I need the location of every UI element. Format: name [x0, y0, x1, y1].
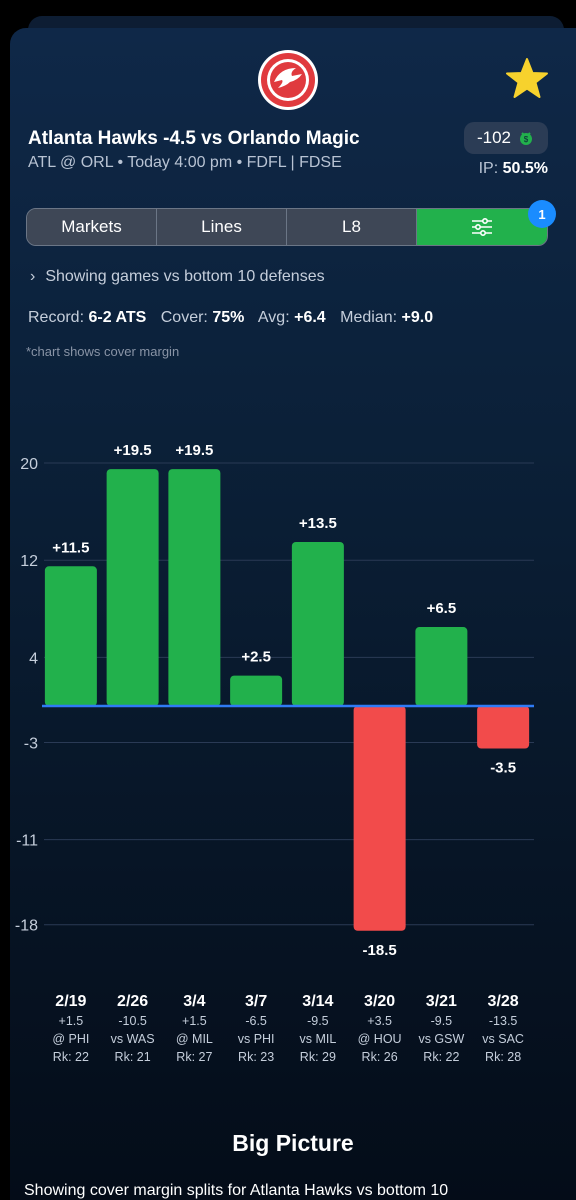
y-tick-label: 4	[29, 650, 38, 667]
favorite-star-icon[interactable]	[504, 56, 550, 102]
bar[interactable]	[168, 469, 221, 706]
x-date-label: 2/26	[117, 993, 148, 1010]
bar[interactable]	[353, 706, 406, 931]
sportsbook-icon: $	[520, 132, 533, 145]
bar-value-label: +11.5	[52, 539, 89, 556]
avg-value: +6.4	[294, 309, 326, 326]
x-date-label: 3/21	[426, 993, 457, 1010]
x-rank-label: Rk: 29	[300, 1050, 336, 1064]
x-date-label: 3/4	[183, 993, 205, 1010]
bar[interactable]	[44, 566, 97, 706]
odds-value: -102	[476, 128, 512, 147]
x-spread-label: -13.5	[489, 1014, 518, 1028]
x-rank-label: Rk: 21	[115, 1050, 151, 1064]
x-opponent-label: vs WAS	[111, 1032, 155, 1046]
filter-count-badge: 1	[528, 200, 556, 228]
tab-bar: Markets Lines L8	[26, 208, 548, 246]
x-opponent-label: vs GSW	[418, 1032, 464, 1046]
cover-value: 75%	[212, 309, 245, 326]
chart-note: *chart shows cover margin	[26, 344, 180, 359]
x-spread-label: -9.5	[431, 1014, 453, 1028]
x-spread-label: +3.5	[367, 1014, 392, 1028]
x-opponent-label: vs PHI	[238, 1032, 275, 1046]
x-opponent-label: vs SAC	[482, 1032, 524, 1046]
x-spread-label: -6.5	[245, 1014, 267, 1028]
chevron-right-icon: ›	[30, 268, 36, 285]
stats-row: Record: 6-2 ATS Cover: 75% Avg: +6.4 Med…	[28, 309, 434, 326]
x-spread-label: -9.5	[307, 1014, 329, 1028]
bar-value-label: +19.5	[175, 442, 213, 459]
filter-summary-toggle[interactable]: › Showing games vs bottom 10 defenses	[30, 268, 325, 286]
tab-markets[interactable]: Markets	[27, 209, 157, 245]
x-opponent-label: vs MIL	[299, 1032, 336, 1046]
bar[interactable]	[230, 675, 283, 706]
bar[interactable]	[291, 541, 344, 706]
implied-probability-value: 50.5%	[502, 160, 548, 177]
x-date-label: 3/14	[302, 993, 333, 1010]
x-date-label: 3/7	[245, 993, 267, 1010]
bar-value-label: +6.5	[427, 600, 457, 617]
filter-summary-text: Showing games vs bottom 10 defenses	[45, 268, 325, 285]
x-rank-label: Rk: 22	[423, 1050, 459, 1064]
x-spread-label: -10.5	[118, 1014, 147, 1028]
x-opponent-label: @ HOU	[358, 1032, 402, 1046]
x-rank-label: Rk: 23	[238, 1050, 274, 1064]
x-rank-label: Rk: 26	[362, 1050, 398, 1064]
tab-l8[interactable]: L8	[287, 209, 417, 245]
record-value: 6-2 ATS	[88, 309, 147, 326]
y-tick-label: 20	[20, 456, 38, 473]
atlanta-hawks-logo	[258, 50, 318, 110]
x-spread-label: +1.5	[59, 1014, 84, 1028]
bar-value-label: +13.5	[299, 515, 337, 532]
x-opponent-label: @ PHI	[52, 1032, 89, 1046]
bar[interactable]	[477, 706, 530, 749]
y-tick-label: -18	[15, 918, 38, 935]
y-tick-label: -11	[16, 833, 38, 850]
game-detail-sheet: Atlanta Hawks -4.5 vs Orlando Magic ATL …	[10, 28, 576, 1200]
x-rank-label: Rk: 22	[53, 1050, 89, 1064]
bar[interactable]	[415, 627, 468, 706]
cover-margin-chart: 20 12 4 -3 -11 -18 +11.5 2/19 +1.5 @ PHI Rk: 22 +19…	[10, 398, 576, 1078]
median-value: +9.0	[401, 309, 434, 326]
y-tick-label: -3	[24, 735, 38, 752]
cover-margin-chart-svg: 20 12 4 -3 -11 -18 +11.5 2/19 +1.5 @ PHI Rk: 22 +19…	[15, 442, 534, 1064]
game-title: Atlanta Hawks -4.5 vs Orlando Magic	[28, 128, 360, 149]
x-spread-label: +1.5	[182, 1014, 207, 1028]
x-date-label: 3/28	[488, 993, 519, 1010]
tab-lines[interactable]: Lines	[157, 209, 287, 245]
bar-value-label: -18.5	[363, 942, 397, 959]
bar[interactable]	[106, 469, 159, 706]
x-opponent-label: @ MIL	[176, 1032, 213, 1046]
x-rank-label: Rk: 27	[176, 1050, 212, 1064]
x-date-label: 3/20	[364, 993, 395, 1010]
y-tick-label: 12	[20, 553, 38, 570]
bar-value-label: -3.5	[490, 760, 516, 777]
x-rank-label: Rk: 28	[485, 1050, 521, 1064]
sliders-icon	[472, 218, 492, 236]
svg-text:$: $	[524, 135, 529, 144]
x-date-label: 2/19	[55, 993, 86, 1010]
bar-value-label: +19.5	[114, 442, 152, 459]
bar-value-label: +2.5	[241, 649, 271, 666]
game-subtitle: ATL @ ORL • Today 4:00 pm • FDFL | FDSE	[28, 154, 342, 171]
big-picture-title: Big Picture	[232, 1130, 354, 1156]
tab-filter[interactable]	[417, 209, 547, 245]
big-picture-text: Showing cover margin splits for Atlanta …	[24, 1182, 449, 1199]
implied-probability: IP: 50.5%	[478, 160, 548, 177]
odds-button[interactable]: -102 $	[464, 122, 548, 154]
